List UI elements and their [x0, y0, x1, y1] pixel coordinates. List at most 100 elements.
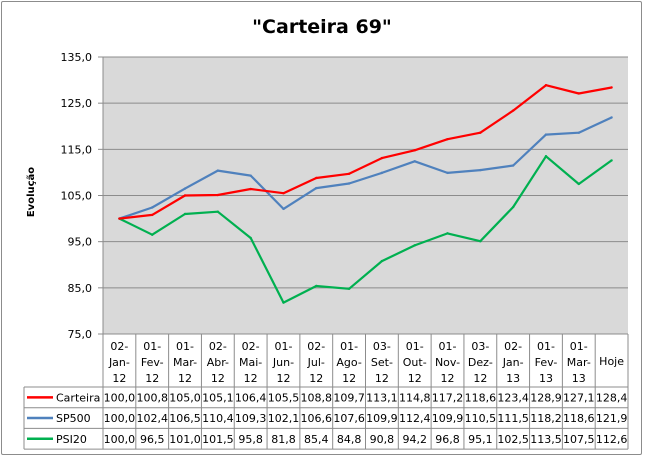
x-category-label: Mar- [567, 356, 591, 369]
data-point-sp500 [413, 160, 416, 163]
data-point-psi20 [216, 210, 220, 213]
data-point-sp500 [380, 171, 384, 175]
x-category-label: Mar- [173, 356, 197, 369]
series-line-psi20 [118, 155, 613, 304]
data-point-psi20 [610, 159, 613, 162]
data-table-cell: 118,2 [530, 412, 562, 425]
data-point-psi20 [249, 236, 252, 240]
data-point-psi20 [380, 259, 384, 263]
data-table-cell: 100,8 [136, 391, 168, 404]
data-table-cell: 109,9 [432, 412, 464, 425]
x-category-label: 12 [342, 372, 356, 385]
series-line-carteira [119, 84, 612, 220]
data-point-psi20 [183, 212, 187, 216]
data-point-sp500 [216, 169, 220, 172]
y-axis-title: Evolução [26, 167, 37, 217]
data-point-psi20 [282, 301, 285, 304]
data-point-psi20 [151, 233, 154, 236]
data-point-sp500 [610, 116, 613, 119]
data-point-sp500 [315, 186, 318, 190]
data-point-carteira [151, 213, 154, 217]
x-category-label: 13 [506, 372, 520, 385]
data-point-carteira [413, 149, 416, 152]
data-table-cell: 96,8 [435, 433, 460, 446]
data-point-psi20 [347, 287, 351, 290]
data-point-carteira [249, 187, 252, 191]
y-tick-label: 135,0 [61, 51, 93, 64]
x-category-label: 13 [539, 372, 553, 385]
x-category-label: 12 [145, 372, 159, 385]
x-category-label: 12 [408, 372, 422, 385]
data-table-cell: 109,7 [333, 391, 365, 404]
x-category-label: Abr- [207, 356, 229, 369]
x-category-label: Nov- [435, 356, 460, 369]
data-point-carteira [610, 86, 613, 89]
legend-label: SP500 [56, 412, 91, 425]
x-category-label: Fev- [141, 356, 164, 369]
data-point-carteira [118, 217, 121, 220]
data-point-carteira [183, 194, 187, 197]
x-category-label: 12 [244, 372, 258, 385]
data-table-cell: 95,8 [238, 433, 263, 446]
x-category-label: 01- [143, 340, 161, 353]
x-category-label: 01- [274, 340, 292, 353]
data-table-cell: 110,4 [202, 412, 234, 425]
x-category-label: 01- [340, 340, 358, 353]
data-table-cell: 81,8 [271, 433, 296, 446]
data-table-cell: 111,5 [497, 412, 529, 425]
data-point-carteira [282, 191, 285, 195]
data-point-carteira [380, 156, 384, 160]
data-point-sp500 [347, 182, 351, 185]
x-category-label: Jan- [502, 356, 524, 369]
legend-label: Carteira [56, 391, 100, 404]
x-category-label: 02- [307, 340, 325, 353]
data-point-carteira [315, 176, 318, 180]
data-table-cell: 109,9 [366, 412, 398, 425]
data-table-cell: 112,4 [399, 412, 431, 425]
data-table-cell: 100,0 [104, 433, 136, 446]
data-point-carteira [511, 109, 515, 112]
x-category-label: Jun- [272, 356, 294, 369]
data-point-psi20 [315, 284, 318, 288]
x-category-label: 12 [441, 372, 455, 385]
data-table-cell: 102,5 [497, 433, 529, 446]
data-point-carteira [347, 172, 351, 176]
data-table-cell: 123,4 [497, 391, 529, 404]
data-point-psi20 [577, 182, 580, 186]
data-table-cell: 101,0 [169, 433, 201, 446]
data-table-cell: 102,4 [136, 412, 168, 425]
data-table-cell: 85,4 [304, 433, 329, 446]
data-table-cell: 100,0 [104, 391, 136, 404]
data-table-cell: 95,1 [468, 433, 493, 446]
data-table-cell: 114,8 [399, 391, 431, 404]
data-point-psi20 [413, 244, 416, 247]
data-point-sp500 [151, 206, 154, 209]
x-category-label: 13 [572, 372, 586, 385]
x-category-label: 01- [439, 340, 457, 353]
x-category-label: Hoje [599, 355, 624, 368]
data-table-cell: 113,5 [530, 433, 562, 446]
data-table-cell: 102,1 [268, 412, 300, 425]
x-category-label: 12 [211, 372, 225, 385]
data-point-carteira [446, 137, 449, 141]
data-table-cell: 94,2 [402, 433, 427, 446]
y-tick-label: 85,0 [68, 282, 93, 295]
x-category-label: 01- [406, 340, 424, 353]
data-point-sp500 [544, 133, 548, 136]
data-table-cell: 106,4 [235, 391, 267, 404]
data-table-cell: 118,6 [563, 412, 595, 425]
data-point-sp500 [282, 207, 285, 211]
x-category-label: Fev- [535, 356, 558, 369]
x-category-label: 01- [537, 340, 555, 353]
data-point-psi20 [479, 240, 482, 243]
data-table-cell: 117,2 [432, 391, 464, 404]
data-point-psi20 [446, 232, 449, 235]
data-point-sp500 [511, 164, 515, 167]
data-table-cell: 106,5 [169, 412, 201, 425]
series-line-sp500 [119, 116, 613, 220]
data-table-cell: 106,6 [301, 412, 333, 425]
data-point-sp500 [577, 131, 580, 134]
x-category-label: 03- [373, 340, 391, 353]
